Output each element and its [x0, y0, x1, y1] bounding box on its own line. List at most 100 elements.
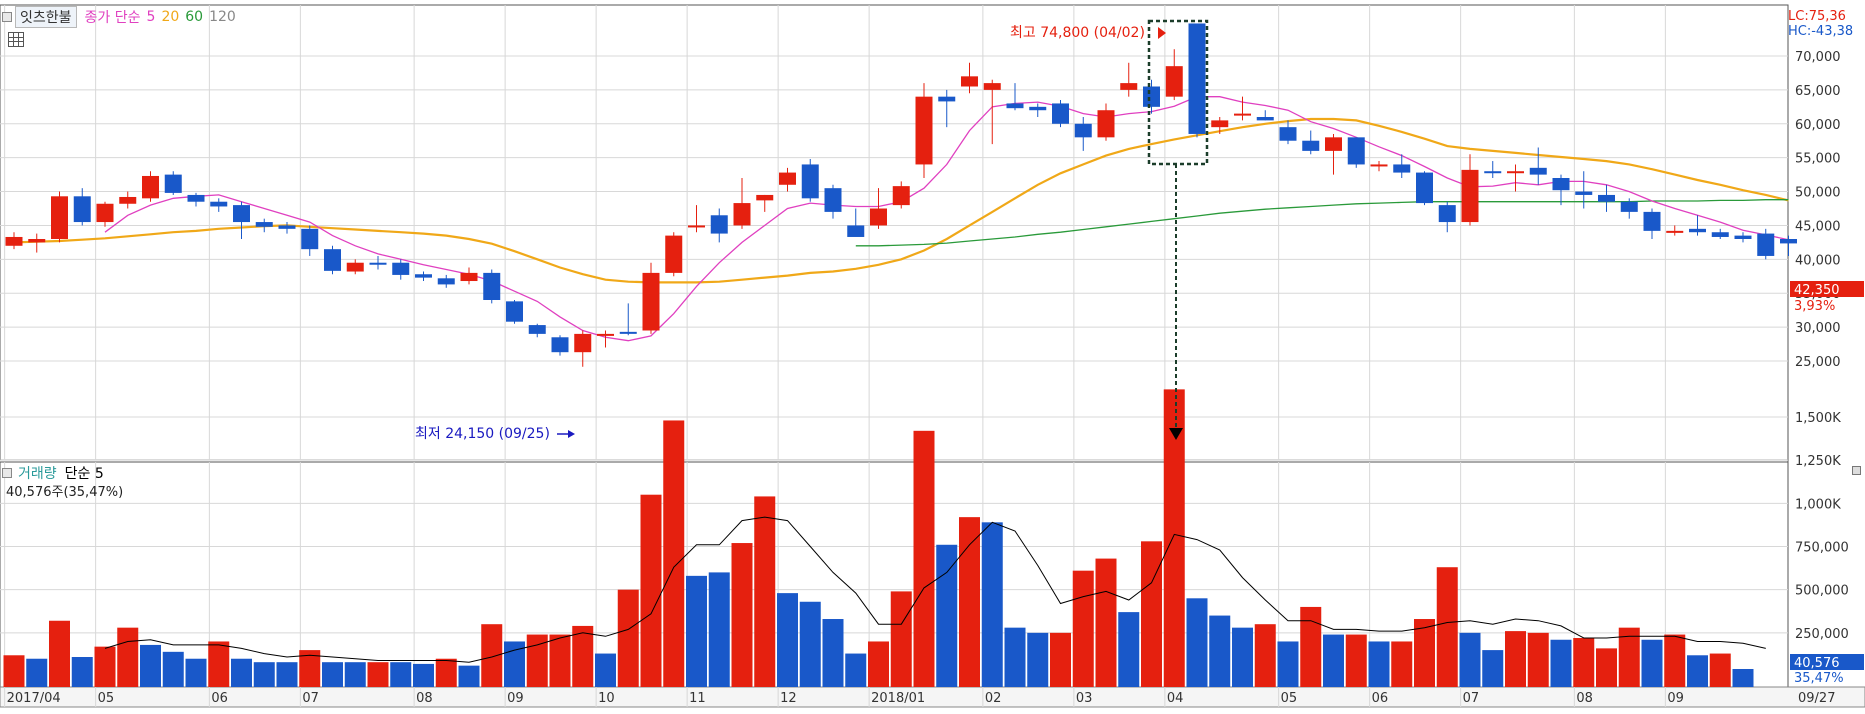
volume-bar	[1072, 570, 1094, 687]
x-tick-label: 09	[1667, 691, 1684, 706]
volume-tag	[1790, 654, 1864, 670]
candle-body	[1279, 127, 1297, 141]
volume-bar	[845, 653, 867, 687]
candle-body	[1165, 66, 1183, 97]
volume-legend: 거래량 단순 5	[2, 463, 104, 483]
candle-body	[1438, 205, 1456, 223]
candle-body	[392, 262, 410, 275]
volume-current: 40,576주(35,47%)	[6, 485, 124, 500]
volume-tick-label: 250,000	[1795, 627, 1849, 642]
volume-ma-line	[104, 516, 1766, 663]
volume-bars	[3, 389, 1754, 687]
candle-body	[324, 249, 341, 271]
low-annotation: 최저 24,150 (09/25)	[415, 426, 550, 442]
volume-tick-label: 1,250K	[1795, 454, 1841, 469]
volume-bar	[1095, 558, 1117, 687]
volume-bar	[1118, 612, 1140, 687]
candle-body	[51, 196, 68, 239]
ma60-path	[855, 199, 1789, 247]
x-tick-label: 05	[98, 691, 115, 706]
volume-label: 거래량	[18, 466, 57, 482]
candle-body	[847, 225, 865, 237]
candle-body	[1097, 110, 1115, 138]
legend-toggle-icon[interactable]	[2, 12, 12, 22]
candle-body	[1575, 191, 1593, 195]
volume-bar	[1254, 624, 1276, 687]
candle-body	[915, 96, 933, 165]
price-panel	[0, 4, 1789, 461]
y-tick-label: 50,000	[1795, 186, 1841, 201]
candle-body	[756, 194, 774, 201]
volume-bar	[1141, 541, 1162, 687]
candle-body	[733, 203, 751, 226]
x-tick-label: 06	[1372, 691, 1389, 706]
candle-body	[210, 201, 228, 207]
volume-bar	[435, 658, 457, 687]
candle-body	[665, 235, 683, 273]
candle-body	[1052, 103, 1069, 124]
volume-bar	[1209, 615, 1231, 687]
candle-body	[96, 203, 114, 223]
volume-tag-value: 40,576	[1794, 656, 1840, 671]
volume-bar	[1527, 632, 1549, 687]
candle-body	[1529, 167, 1547, 175]
volume-bar	[777, 593, 798, 687]
y-tick-label: 30,000	[1795, 321, 1841, 336]
candle-body	[278, 225, 296, 229]
volume-tick-label: 1,500K	[1795, 411, 1841, 426]
volume-bar	[253, 662, 275, 687]
candle-body	[1598, 194, 1615, 202]
collapse-icon[interactable]	[1852, 466, 1861, 475]
legend-ma20: 20	[161, 9, 180, 25]
x-tick-label: 2018/01	[871, 691, 925, 706]
volume-bar	[731, 543, 753, 687]
volume-bar	[1505, 631, 1526, 687]
volume-bar	[140, 644, 161, 687]
volume-bar	[117, 627, 139, 687]
candle-body	[1006, 103, 1024, 109]
candle-body	[597, 333, 614, 336]
candle-body	[1234, 113, 1251, 116]
price-tag-value: 42,350	[1794, 283, 1840, 298]
volume-bar	[208, 641, 230, 687]
candle-body	[1120, 83, 1138, 90]
y-tick-label: 45,000	[1795, 219, 1841, 234]
candle-body	[870, 208, 887, 226]
candle-body	[688, 225, 705, 228]
volume-bar	[1436, 567, 1458, 687]
x-tick-label: 06	[211, 691, 228, 706]
legend-close-label: 종가 단순	[84, 10, 141, 26]
candle-body	[1620, 201, 1638, 212]
y-tick-label: 65,000	[1795, 84, 1841, 99]
candle-body	[255, 222, 273, 227]
candle-body	[5, 236, 23, 246]
candle-body	[1256, 117, 1274, 121]
volume-bar	[1687, 655, 1708, 687]
table-icon[interactable]	[8, 32, 24, 47]
candle-body	[801, 164, 819, 199]
volume-bar	[390, 662, 412, 687]
volume-bar	[458, 665, 480, 687]
volume-bar	[231, 658, 252, 687]
volume-bar	[1186, 598, 1208, 687]
x-tick-label: 09/27	[1798, 691, 1835, 706]
candle-body	[1461, 169, 1479, 223]
stock-name[interactable]: 잇츠한불	[15, 6, 77, 28]
volume-toggle-icon[interactable]	[2, 468, 12, 478]
candle-body	[1552, 178, 1570, 191]
volume-bar	[299, 650, 321, 687]
x-tick-label: 04	[1167, 691, 1184, 706]
y-tick-label: 70,000	[1795, 50, 1841, 65]
volume-bar	[185, 658, 207, 687]
volume-bar	[1459, 632, 1481, 687]
x-tick-label: 08	[416, 691, 433, 706]
candle-body	[1666, 230, 1684, 233]
x-tick-label: 02	[985, 691, 1002, 706]
volume-bar	[1232, 627, 1253, 687]
candle-body	[301, 228, 319, 250]
volume-ma-path	[104, 516, 1766, 663]
volume-bar	[1027, 632, 1049, 687]
axis-labels: 70,000 65,000 60,000 55,000 50,000 45,000 40,0…	[7, 50, 1849, 706]
